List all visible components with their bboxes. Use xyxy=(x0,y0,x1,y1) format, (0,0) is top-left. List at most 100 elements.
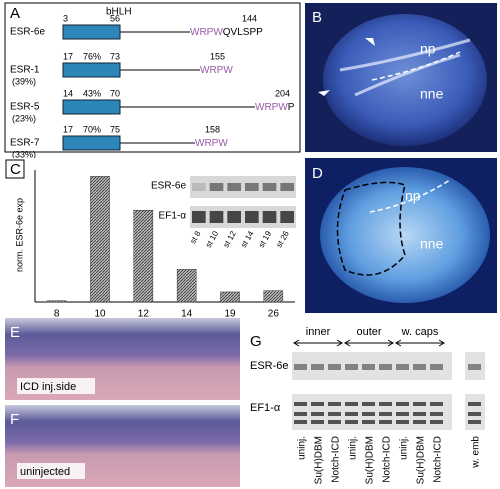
start-pos: 17 xyxy=(63,51,73,61)
protein-name: ESR-1 xyxy=(10,65,40,76)
x-tick-label: 8 xyxy=(54,309,60,320)
gel-band xyxy=(413,420,426,424)
motif: WRPW xyxy=(200,65,233,76)
panel-label: B xyxy=(312,9,322,26)
length: 204 xyxy=(275,88,290,98)
gel-band xyxy=(227,211,241,223)
group-label: outer xyxy=(356,326,381,338)
gel-lane-label: uninj. xyxy=(399,436,410,460)
gel-band xyxy=(245,211,259,223)
end-pos: 56 xyxy=(110,13,120,23)
bar xyxy=(176,269,197,303)
bhlh-domain xyxy=(62,24,121,40)
bhlh-domain xyxy=(62,99,121,115)
gel-band xyxy=(294,420,307,424)
gel-lane-label: Su(H)DBM xyxy=(416,436,427,484)
protein-name: ESR-6e xyxy=(10,27,45,38)
motif: WRPW xyxy=(190,27,223,38)
bar xyxy=(263,290,284,303)
gel-band xyxy=(430,412,443,416)
y-axis-label: norm. ESR-6e exp xyxy=(14,198,24,272)
identity: (39%) xyxy=(12,76,36,86)
motif-text: WRPW xyxy=(200,65,233,76)
panel-a-frame xyxy=(4,2,301,153)
gel-band xyxy=(294,402,307,406)
gel-band xyxy=(294,412,307,416)
bar xyxy=(90,176,110,303)
motif: WRPW xyxy=(195,138,228,149)
gel-band xyxy=(379,412,392,416)
embryo xyxy=(323,14,487,146)
group-arrow xyxy=(293,339,343,347)
gel-band xyxy=(379,364,392,370)
end-pos: 75 xyxy=(110,124,120,134)
gel-band xyxy=(345,402,358,406)
gel-band xyxy=(379,402,392,406)
gel-band xyxy=(280,211,294,223)
group-arrow xyxy=(344,339,394,347)
gel-band xyxy=(328,412,341,416)
gel-strip xyxy=(190,206,296,228)
gel-band xyxy=(262,183,277,191)
x-tick-label: 19 xyxy=(224,309,236,320)
length: 155 xyxy=(210,51,225,61)
x-tick-label: 10 xyxy=(94,309,106,320)
gel-lane-label: Notch-ICD xyxy=(331,436,342,483)
gel-band xyxy=(379,420,392,424)
gel-band xyxy=(311,420,324,424)
gel-band xyxy=(468,412,481,416)
gel-band xyxy=(227,183,241,191)
caption: uninjected xyxy=(20,466,70,478)
gel-band xyxy=(311,364,324,370)
motif: WRPW xyxy=(255,102,288,113)
gel-band xyxy=(294,364,307,370)
identity: (33%) xyxy=(12,149,36,159)
panel-label: E xyxy=(10,324,20,341)
gel-lane-label: Su(H)DBM xyxy=(314,436,325,484)
gel-row-label: EF1-α xyxy=(250,402,281,414)
gel-band xyxy=(328,402,341,406)
gel-band xyxy=(396,412,409,416)
gel-row-label: EF1-α xyxy=(159,211,187,222)
gel-band xyxy=(468,402,481,406)
bar xyxy=(46,300,67,303)
gel-band xyxy=(311,412,324,416)
gel-lane-label: uninj. xyxy=(297,436,308,460)
panel-label: F xyxy=(10,411,19,428)
x-tick-label: 26 xyxy=(268,309,280,320)
group-label: w. caps xyxy=(401,326,439,338)
gel-band xyxy=(362,364,375,370)
gel-band xyxy=(362,420,375,424)
gel-band xyxy=(430,402,443,406)
gel-row-label: ESR-6e xyxy=(151,181,186,192)
gel-band xyxy=(345,412,358,416)
gel-band xyxy=(396,402,409,406)
region-label: nne xyxy=(420,86,444,102)
gel-band xyxy=(245,183,259,191)
gel-band xyxy=(413,364,426,370)
gel-band xyxy=(328,420,341,424)
gel-lane-label: w. emb xyxy=(471,436,482,469)
embryo xyxy=(320,167,490,303)
gel-row-label: ESR-6e xyxy=(250,360,289,372)
gel-band xyxy=(345,420,358,424)
region-label: np xyxy=(405,188,421,204)
motif-text: WRPWP xyxy=(255,102,295,113)
x-tick-label: 14 xyxy=(181,309,193,320)
tail: P xyxy=(288,102,295,113)
bhlh-domain xyxy=(62,62,121,78)
x-tick-label: 12 xyxy=(138,309,150,320)
gel-lane-label: uninj. xyxy=(348,436,359,460)
gel-band xyxy=(262,211,277,223)
gel-lane-label: Notch-ICD xyxy=(382,436,393,483)
motif-text: WRPW xyxy=(195,138,228,149)
bar xyxy=(133,209,154,303)
end-pos: 73 xyxy=(110,51,120,61)
length: 158 xyxy=(205,124,220,134)
gel-band xyxy=(328,364,341,370)
bhlh-domain xyxy=(62,135,121,151)
start-pos: 17 xyxy=(63,124,73,134)
gel-band xyxy=(362,402,375,406)
gel-band xyxy=(209,183,224,191)
